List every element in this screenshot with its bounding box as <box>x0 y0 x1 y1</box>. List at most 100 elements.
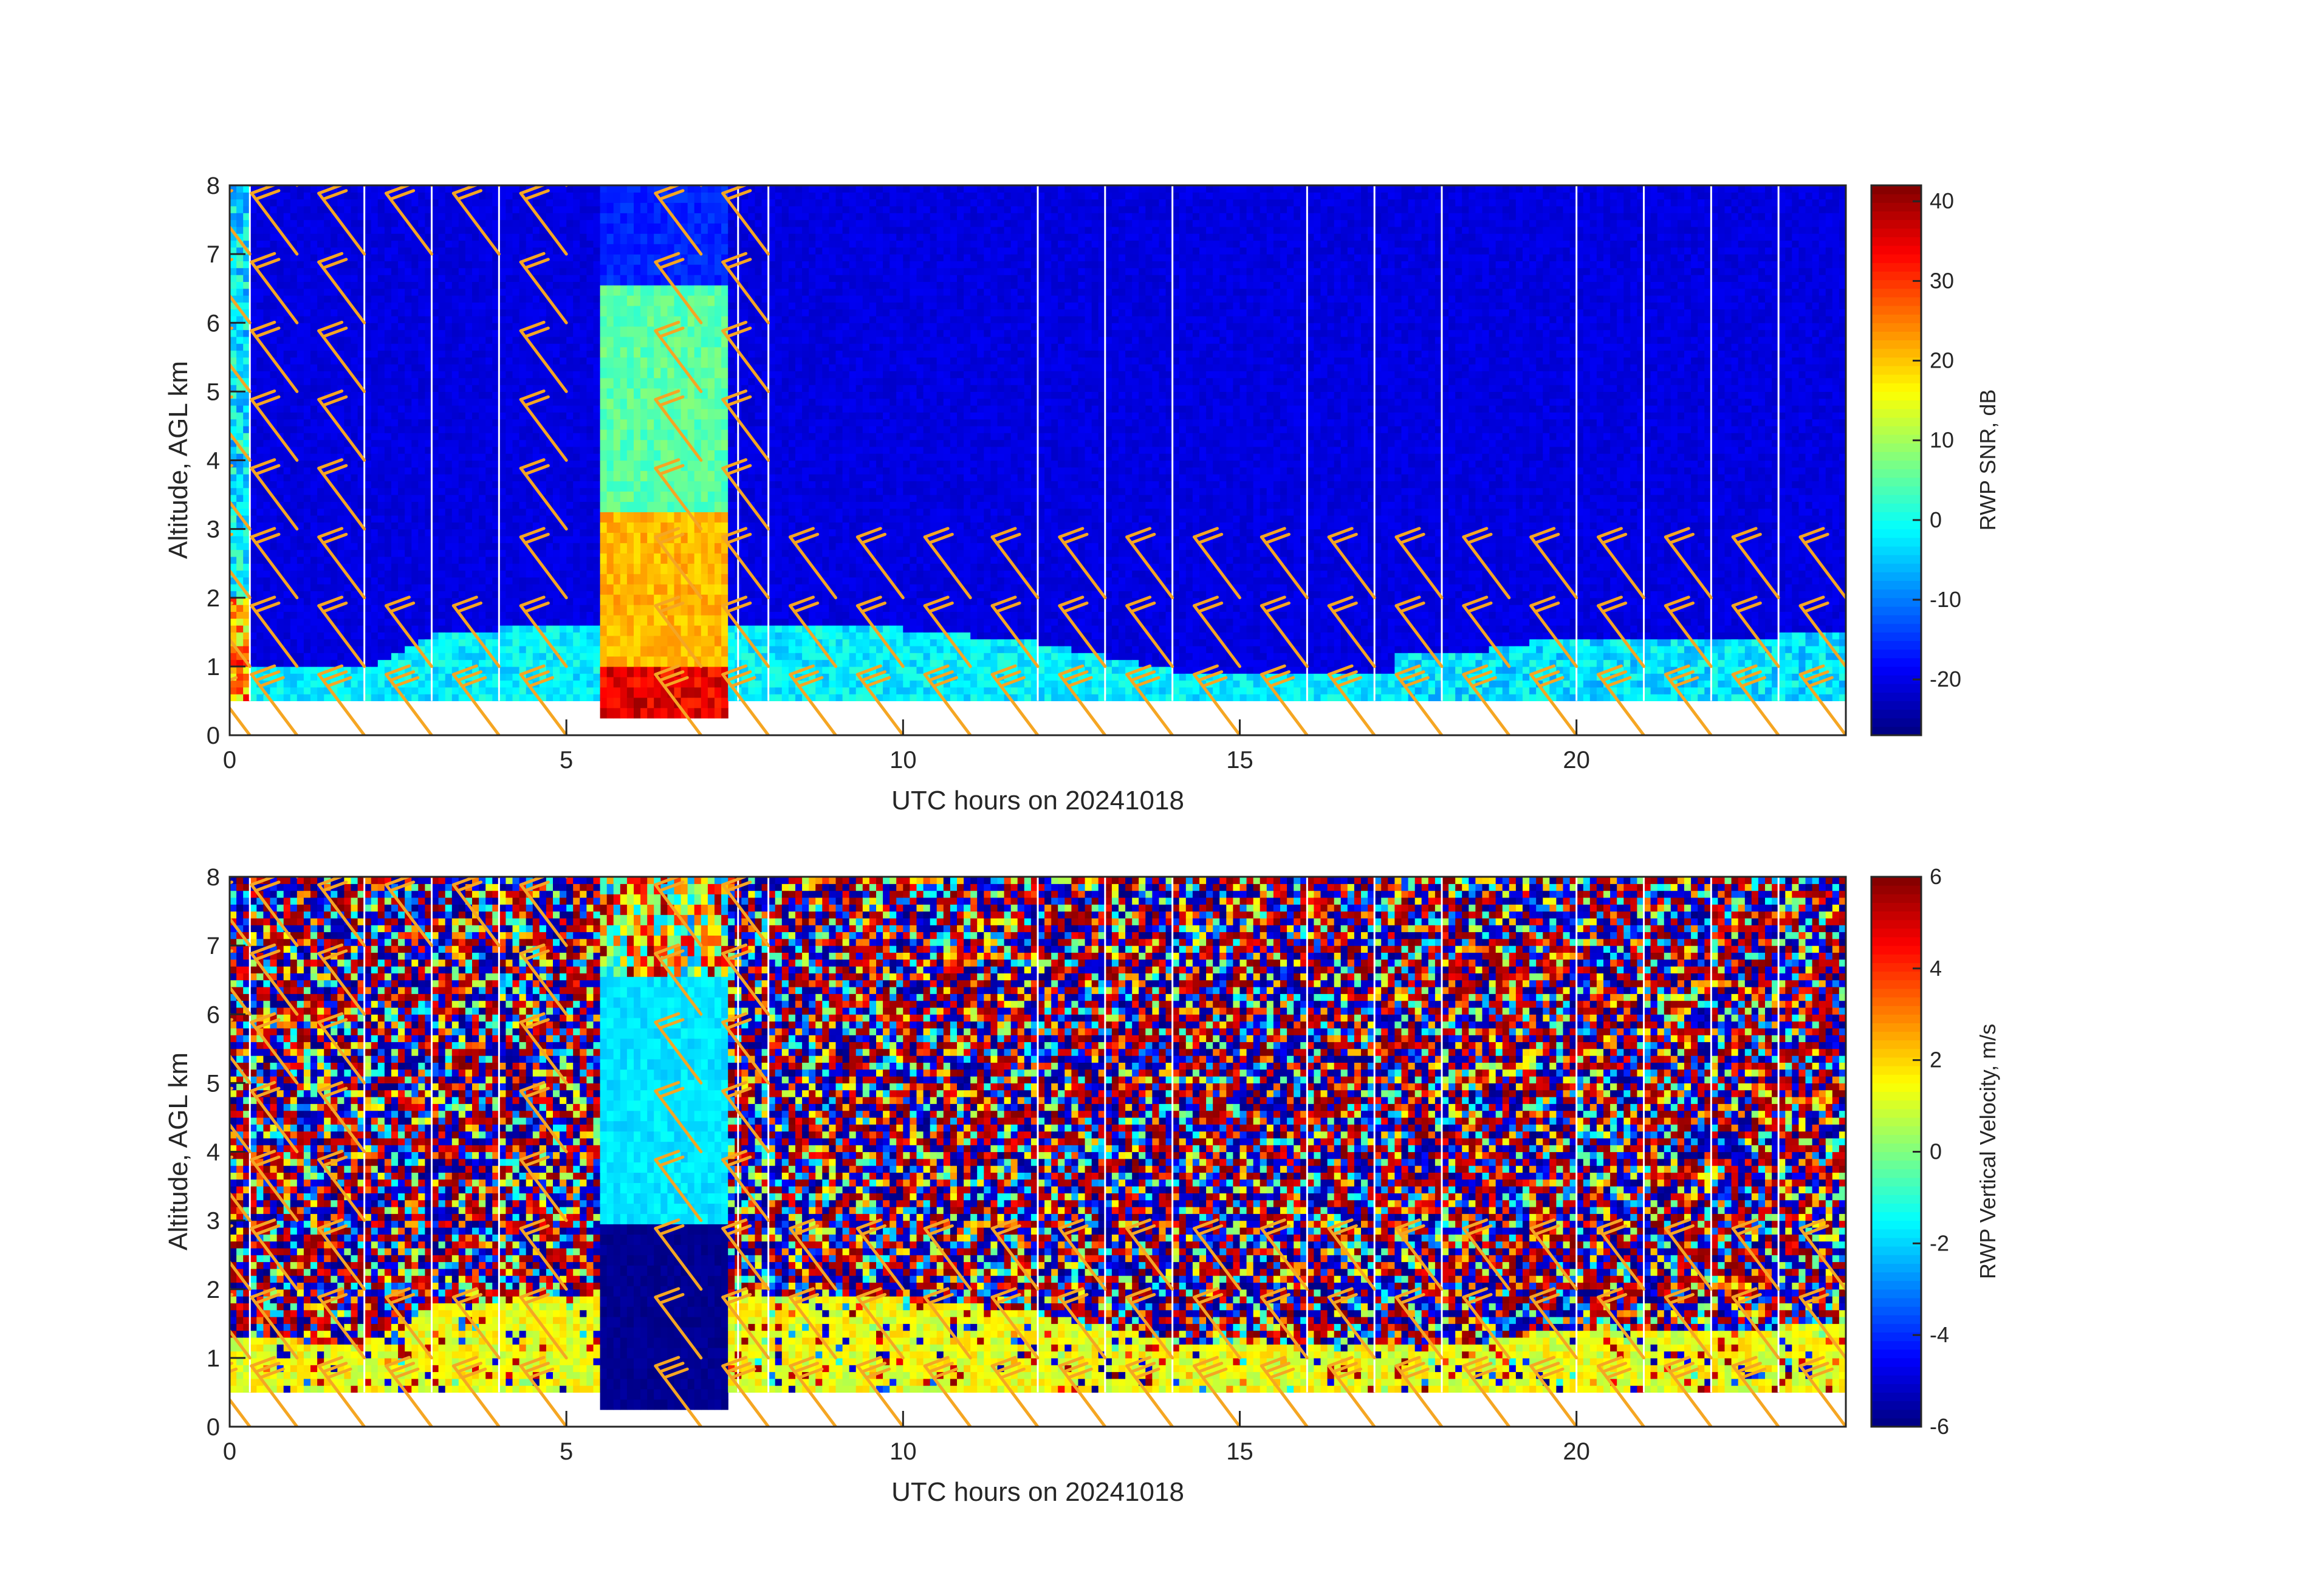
heatmap-cell <box>667 645 675 657</box>
heatmap-cell <box>411 261 419 269</box>
heatmap-cell <box>357 529 365 537</box>
heatmap-cell <box>687 408 695 420</box>
heatmap-cell <box>458 659 466 667</box>
heatmap-cell <box>586 226 594 234</box>
heatmap-cell <box>593 467 601 475</box>
heatmap-cell <box>391 439 399 447</box>
heatmap-cell <box>398 543 405 551</box>
heatmap-cell <box>431 275 439 282</box>
heatmap-cell <box>499 261 506 269</box>
heatmap-cell <box>660 233 668 244</box>
heatmap-cell <box>479 515 486 523</box>
heatmap-cell <box>324 522 331 530</box>
heatmap-cell <box>674 398 682 410</box>
heatmap-cell <box>634 676 641 688</box>
heatmap-cell <box>479 385 486 392</box>
heatmap-cell <box>384 632 392 640</box>
heatmap-cell <box>276 659 284 667</box>
heatmap-cell <box>243 205 250 213</box>
heatmap-cell <box>438 687 446 695</box>
heatmap-cell <box>270 336 278 344</box>
heatmap-cell <box>445 659 453 667</box>
heatmap-cell <box>270 302 278 310</box>
heatmap-cell <box>243 371 250 379</box>
heatmap-cell <box>519 529 527 537</box>
heatmap-cell <box>445 467 453 475</box>
heatmap-cell <box>290 391 298 399</box>
heatmap-cell <box>276 199 284 207</box>
heatmap-cell <box>344 577 352 585</box>
heatmap-cell <box>270 543 278 551</box>
heatmap-cell <box>451 275 459 282</box>
heatmap-cell <box>418 295 425 303</box>
heatmap-cell <box>425 625 433 633</box>
heatmap-cell <box>680 326 688 337</box>
heatmap-cell <box>317 419 324 427</box>
heatmap-cell <box>519 350 527 358</box>
heatmap-cell <box>324 570 331 578</box>
heatmap-cell <box>377 267 385 275</box>
heatmap-cell <box>499 501 506 509</box>
heatmap-cell <box>458 336 466 344</box>
heatmap-cell <box>613 213 621 224</box>
heatmap-cell <box>445 453 453 461</box>
heatmap-cell <box>317 371 324 379</box>
heatmap-cell <box>573 295 580 303</box>
heatmap-cell <box>445 487 453 495</box>
heatmap-cell <box>377 240 385 248</box>
heatmap-cell <box>364 474 372 481</box>
heatmap-cell <box>357 597 365 605</box>
heatmap-cell <box>283 412 291 420</box>
heatmap-cell <box>580 659 587 667</box>
heatmap-cell <box>546 556 554 564</box>
heatmap-cell <box>485 240 493 248</box>
heatmap-cell <box>351 267 358 275</box>
heatmap-cell <box>236 391 244 399</box>
heatmap-cell <box>660 275 668 286</box>
heatmap-cell <box>492 481 499 489</box>
heatmap-cell <box>566 267 574 275</box>
heatmap-cell <box>377 543 385 551</box>
heatmap-cell <box>492 543 499 551</box>
heatmap-cell <box>694 584 702 595</box>
heatmap-cell <box>553 213 560 221</box>
heatmap-cell <box>337 611 344 619</box>
heatmap-cell <box>647 460 654 472</box>
heatmap-cell <box>499 659 506 667</box>
heatmap-cell <box>230 666 237 674</box>
heatmap-cell <box>250 233 257 241</box>
heatmap-cell <box>707 687 715 698</box>
heatmap-cell <box>586 385 594 392</box>
heatmap-cell <box>357 364 365 371</box>
heatmap-cell <box>398 474 405 481</box>
heatmap-cell <box>640 460 648 472</box>
heatmap-cell <box>263 385 271 392</box>
heatmap-cell <box>418 240 425 248</box>
heatmap-cell <box>371 233 379 241</box>
heatmap-cell <box>647 481 654 492</box>
heatmap-cell <box>546 515 554 523</box>
heatmap-cell <box>276 254 284 261</box>
heatmap-cell <box>364 591 372 599</box>
heatmap-cell <box>539 377 547 385</box>
heatmap-cell <box>250 563 257 571</box>
heatmap-cell <box>411 625 419 633</box>
heatmap-cell <box>674 408 682 420</box>
heatmap-cell <box>485 460 493 468</box>
heatmap-cell <box>667 254 675 265</box>
heatmap-cell <box>438 275 446 282</box>
heatmap-cell <box>506 639 513 647</box>
heatmap-cell <box>438 673 446 681</box>
heatmap-cell <box>626 470 634 482</box>
heatmap-cell <box>694 512 702 523</box>
heatmap-cell <box>398 515 405 523</box>
heatmap-cell <box>290 653 298 660</box>
heatmap-cell <box>364 680 372 688</box>
heatmap-cell <box>411 439 419 447</box>
heatmap-cell <box>499 515 506 523</box>
heatmap-cell <box>458 474 466 481</box>
heatmap-cell <box>283 563 291 571</box>
heatmap-cell <box>526 281 533 289</box>
heatmap-cell <box>458 364 466 371</box>
heatmap-cell <box>425 405 433 413</box>
